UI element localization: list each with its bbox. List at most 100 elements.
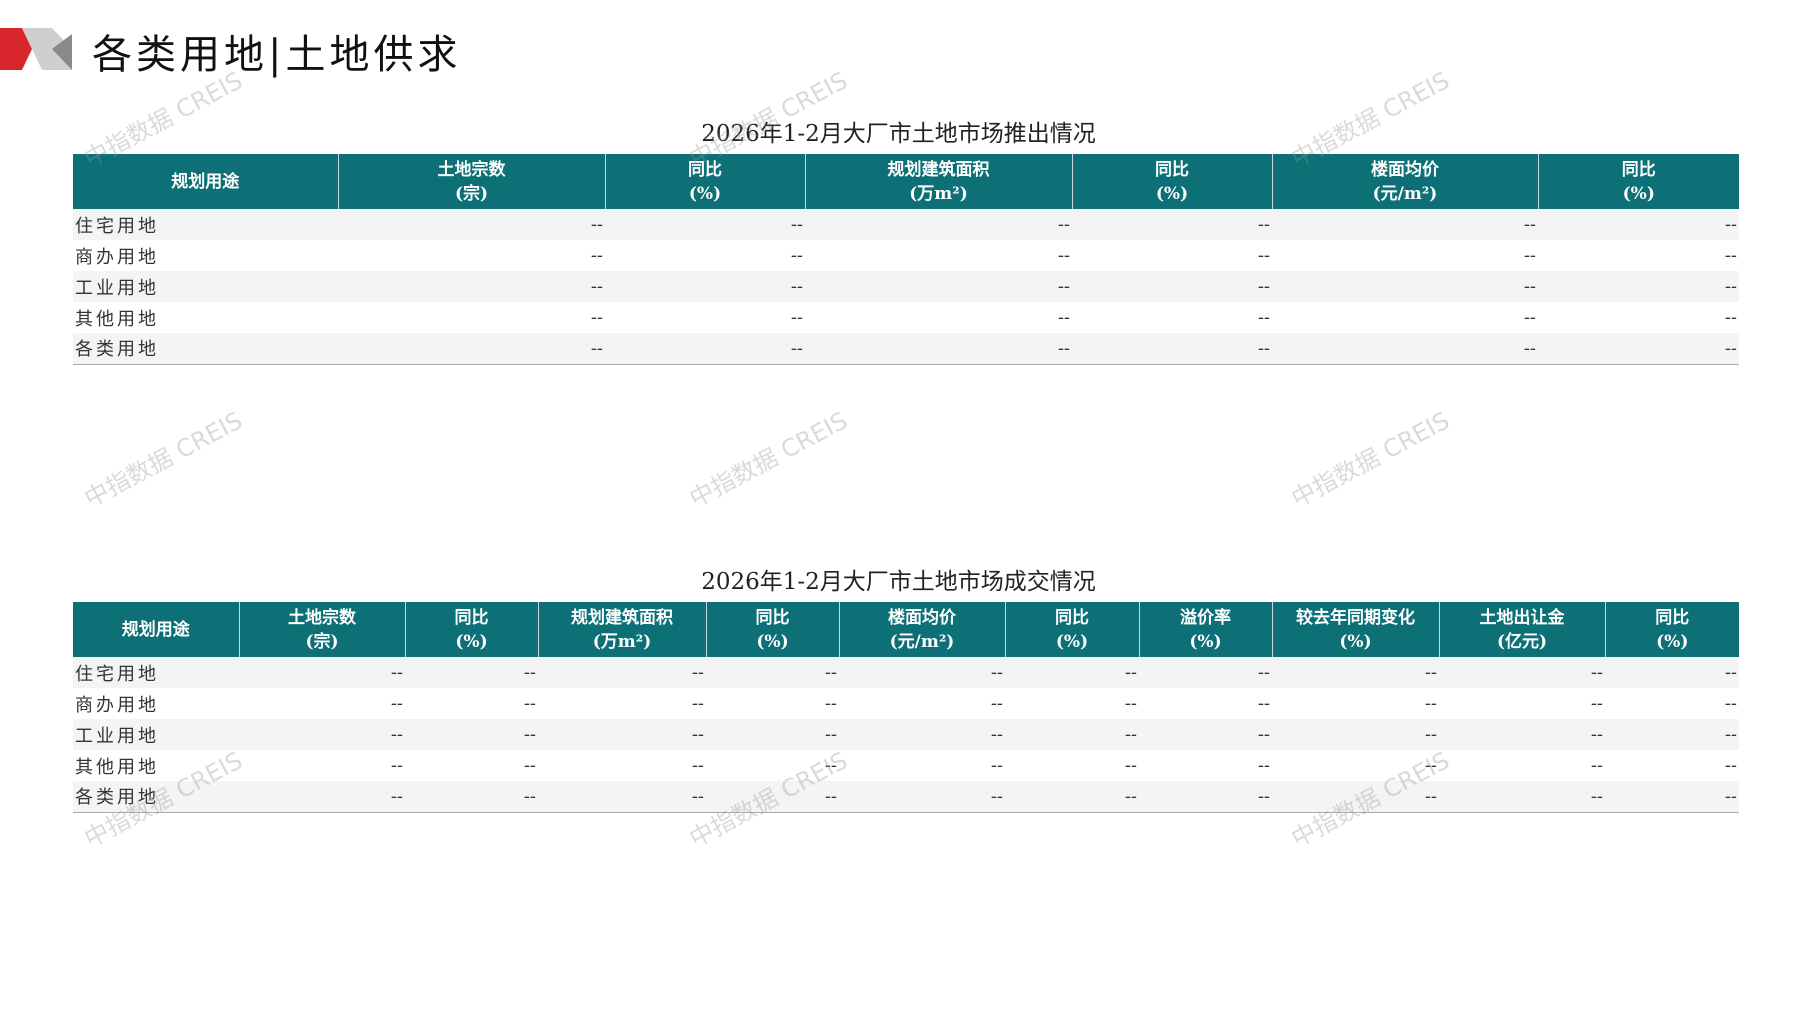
table-cell: --	[1257, 307, 1270, 328]
table-cell: --	[1272, 719, 1439, 750]
table-cell: --	[1272, 209, 1538, 240]
table-cell: --	[338, 209, 605, 240]
column-header: 楼面均价 (元/m²)	[838, 602, 1005, 657]
table-row: 住宅用地 -- -- -- -- -- --	[73, 209, 1739, 240]
table-cell: --	[605, 271, 805, 302]
table-cell: --	[1724, 693, 1737, 714]
row-label: 各类用地	[73, 333, 338, 365]
column-header: 同比 (%)	[1071, 154, 1272, 209]
table-cell: --	[1605, 657, 1739, 688]
land-transaction-table: 规划用途 土地宗数 (宗) 同比 (%) 规划建筑面积 (万m²) 同比 (%) 楼面均价 (元/m…	[73, 602, 1739, 813]
table-cell: --	[1005, 719, 1139, 750]
column-header-line: (%)	[1622, 183, 1655, 204]
table-cell: --	[1424, 755, 1437, 776]
table-cell: --	[1724, 245, 1737, 266]
table-cell: --	[1605, 781, 1739, 813]
table-cell: --	[1523, 245, 1536, 266]
table-cell: --	[1139, 719, 1272, 750]
table-cell: --	[1272, 781, 1439, 813]
table-cell: --	[1523, 307, 1536, 328]
row-label: 各类用地	[73, 781, 239, 813]
column-header-line: (%)	[1339, 631, 1372, 652]
column-header: 同比 (%)	[1537, 154, 1739, 209]
column-header-line: 规划建筑面积	[887, 159, 990, 180]
table1-title: 2026年1-2月大厂市土地市场推出情况	[701, 121, 1096, 147]
table-cell: --	[1724, 755, 1737, 776]
table-cell: --	[1139, 657, 1272, 688]
table-cell: --	[239, 657, 405, 688]
table-cell: --	[706, 719, 839, 750]
table-cell: --	[390, 755, 403, 776]
table-cell: --	[706, 781, 839, 813]
column-header-line: (万m²)	[592, 631, 652, 652]
table-row: 商办用地 -- -- -- -- -- -- -- -- -- --	[73, 688, 1739, 719]
column-header-line: 规划用途	[121, 619, 190, 640]
table-cell: --	[1072, 271, 1272, 302]
table-cell: --	[706, 657, 839, 688]
column-header: 较去年同期变化 (%)	[1271, 602, 1439, 657]
table-cell: --	[990, 693, 1003, 714]
column-header-line: 规划用途	[171, 171, 240, 192]
table-cell: --	[405, 781, 538, 813]
table2-title: 2026年1-2月大厂市土地市场成交情况	[701, 569, 1096, 595]
table-cell: --	[338, 333, 605, 365]
column-header: 同比 (%)	[1604, 602, 1739, 657]
table-row: 工业用地 -- -- -- -- -- -- -- -- -- --	[73, 719, 1739, 750]
column-header: 同比 (%)	[705, 602, 839, 657]
column-header-line: (%)	[455, 631, 488, 652]
column-header-line: 同比	[1155, 159, 1189, 180]
table-cell: --	[1005, 781, 1139, 813]
table-cell: --	[1057, 307, 1070, 328]
table-cell: --	[1124, 755, 1137, 776]
table-row: 其他用地 -- -- -- -- -- -- -- -- -- --	[73, 750, 1739, 781]
table-cell: --	[538, 657, 706, 688]
table-cell: --	[805, 333, 1072, 365]
table-cell: --	[1439, 781, 1605, 813]
column-header-line: 楼面均价	[888, 607, 956, 628]
column-header-line: (宗)	[454, 183, 489, 204]
watermark: 中指数据 CREIS	[1286, 406, 1455, 514]
column-header-line: 同比	[454, 607, 489, 628]
column-header-line: 规划建筑面积	[571, 607, 673, 628]
column-header: 楼面均价 (元/m²)	[1271, 154, 1538, 209]
row-label: 住宅用地	[73, 657, 239, 688]
column-header-line: 土地宗数	[437, 159, 506, 180]
column-header-line: 同比	[1621, 159, 1656, 180]
page-title: 各类用地|土地供求	[92, 32, 462, 78]
table-cell: --	[405, 657, 538, 688]
table-cell: --	[839, 781, 1005, 813]
land-supply-table: 规划用途 土地宗数 (宗) 同比 (%) 规划建筑面积 (万m²) 同比 (%) 楼面均价 (元/m…	[73, 154, 1739, 365]
column-header-line: (%)	[1189, 631, 1222, 652]
table-cell: --	[790, 307, 803, 328]
table-row: 各类用地 -- -- -- -- -- --	[73, 333, 1739, 365]
table-row: 商办用地 -- -- -- -- -- --	[73, 240, 1739, 271]
column-header-line: 楼面均价	[1371, 159, 1439, 180]
table-cell: --	[1005, 657, 1139, 688]
table-row: 各类用地 -- -- -- -- -- -- -- -- -- --	[73, 781, 1739, 813]
row-label: 工业用地	[73, 271, 338, 302]
table-cell: --	[1590, 693, 1603, 714]
column-header-line: (%)	[756, 631, 789, 652]
table-cell: --	[1257, 245, 1270, 266]
column-header: 规划用途	[73, 602, 239, 657]
table-cell: --	[1124, 693, 1137, 714]
row-label: 其他用地	[75, 308, 159, 330]
table-cell: --	[1139, 781, 1272, 813]
watermark: 中指数据 CREIS	[684, 406, 853, 514]
table-row: 住宅用地 -- -- -- -- -- -- -- -- -- --	[73, 657, 1739, 688]
column-header-line: (%)	[1656, 631, 1689, 652]
column-header-line: (元/m²)	[1372, 183, 1438, 204]
table-cell: --	[790, 245, 803, 266]
table-cell: --	[1605, 719, 1739, 750]
table-cell: --	[1072, 333, 1272, 365]
table-cell: --	[1257, 755, 1270, 776]
table-cell: --	[405, 719, 538, 750]
table-cell: --	[990, 755, 1003, 776]
table-cell: --	[523, 693, 536, 714]
column-header: 同比 (%)	[604, 154, 805, 209]
table-cell: --	[1439, 719, 1605, 750]
table-cell: --	[691, 693, 704, 714]
column-header-line: 较去年同期变化	[1296, 607, 1415, 628]
table-cell: --	[1439, 657, 1605, 688]
table-cell: --	[390, 693, 403, 714]
